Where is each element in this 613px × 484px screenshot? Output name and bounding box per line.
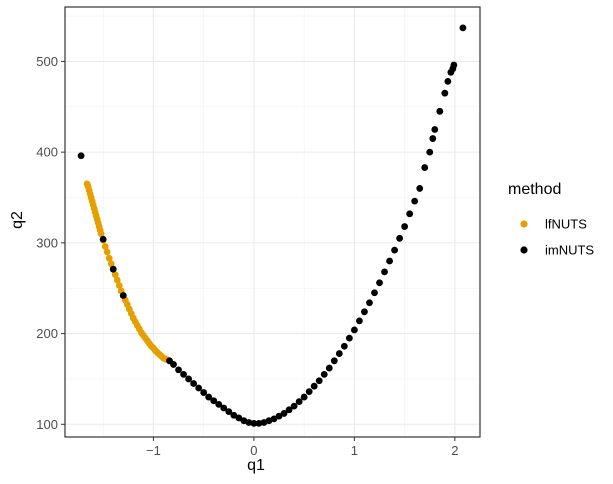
- point-imNUTS: [335, 350, 343, 357]
- axis-ticks: −1 0 1 2 100 200 300 400 500: [36, 54, 458, 458]
- point-imNUTS: [441, 89, 449, 97]
- point-imNUTS: [230, 411, 238, 419]
- point-imNUTS: [391, 246, 398, 254]
- point-imNUTS: [205, 393, 213, 401]
- point-imNUTS: [450, 61, 458, 69]
- point-imNUTS: [416, 185, 424, 192]
- point-imNUTS: [300, 393, 308, 401]
- x-tick-label: 2: [451, 443, 458, 458]
- point-lfNUTS: [111, 271, 119, 279]
- point-imNUTS: [361, 308, 368, 316]
- point-imNUTS: [381, 268, 388, 276]
- gridlines: [65, 7, 480, 437]
- point-imNUTS: [185, 375, 192, 383]
- point-imNUTS: [431, 126, 439, 133]
- point-imNUTS: [220, 404, 228, 412]
- point-imNUTS: [340, 342, 348, 350]
- point-imNUTS: [444, 77, 452, 85]
- plot-frame: [64, 6, 481, 438]
- x-tick-label: 1: [351, 443, 358, 458]
- point-imNUTS: [325, 364, 333, 372]
- point-imNUTS: [371, 289, 378, 297]
- y-tick-label: 100: [36, 417, 58, 432]
- y-tick-label: 300: [36, 235, 58, 250]
- point-lfNUTS: [107, 260, 115, 268]
- point-imNUTS: [77, 152, 85, 160]
- point-imNUTS: [315, 377, 323, 385]
- point-imNUTS: [195, 384, 203, 392]
- point-imNUTS: [305, 388, 313, 396]
- legend-key-imNUTS: [520, 246, 528, 254]
- point-imNUTS: [350, 326, 358, 334]
- series-imNUTS: [77, 24, 467, 427]
- y-tick-label: 500: [36, 54, 58, 69]
- point-imNUTS: [426, 148, 434, 156]
- plot-area: [65, 7, 480, 437]
- point-imNUTS: [109, 265, 117, 273]
- point-imNUTS: [99, 235, 107, 243]
- point-imNUTS: [119, 292, 127, 299]
- point-imNUTS: [250, 419, 258, 427]
- point-imNUTS: [200, 389, 208, 396]
- point-lfNUTS: [101, 243, 109, 250]
- point-imNUTS: [295, 398, 303, 406]
- point-imNUTS: [175, 366, 182, 374]
- point-imNUTS: [356, 317, 363, 325]
- point-imNUTS: [401, 223, 409, 230]
- legend: method lfNUTS imNUTS: [508, 181, 594, 258]
- point-imNUTS: [225, 408, 233, 415]
- point-imNUTS: [421, 164, 429, 171]
- point-imNUTS: [245, 419, 253, 426]
- legend-key-lfNUTS: [520, 220, 528, 228]
- point-imNUTS: [429, 135, 437, 142]
- point-lfNUTS: [105, 254, 113, 262]
- point-imNUTS: [345, 334, 353, 342]
- point-imNUTS: [411, 197, 419, 205]
- point-imNUTS: [459, 24, 467, 32]
- x-tick-label: 0: [250, 443, 257, 458]
- point-imNUTS: [376, 279, 383, 287]
- point-imNUTS: [180, 371, 187, 378]
- point-imNUTS: [310, 382, 318, 390]
- point-imNUTS: [215, 400, 223, 408]
- x-tick-label: −1: [146, 443, 161, 458]
- x-axis-title: q1: [247, 457, 265, 474]
- legend-label-lfNUTS: lfNUTS: [545, 217, 587, 232]
- point-lfNUTS: [97, 230, 105, 238]
- point-imNUTS: [366, 299, 373, 307]
- point-lfNUTS: [103, 248, 111, 256]
- point-imNUTS: [406, 210, 414, 218]
- point-imNUTS: [275, 412, 283, 420]
- legend-title: method: [508, 181, 561, 198]
- y-tick-label: 200: [36, 326, 58, 341]
- y-axis-title: q2: [9, 211, 26, 229]
- point-imNUTS: [190, 380, 198, 387]
- y-tick-label: 400: [36, 145, 58, 160]
- point-imNUTS: [290, 402, 298, 410]
- point-imNUTS: [320, 371, 328, 378]
- point-imNUTS: [285, 406, 293, 414]
- point-imNUTS: [280, 410, 288, 417]
- point-imNUTS: [396, 234, 404, 242]
- point-imNUTS: [270, 415, 278, 423]
- point-imNUTS: [235, 414, 243, 422]
- point-imNUTS: [210, 397, 218, 405]
- legend-label-imNUTS: imNUTS: [545, 243, 594, 258]
- point-imNUTS: [170, 361, 177, 368]
- point-imNUTS: [330, 357, 338, 365]
- plot-background: [65, 7, 480, 437]
- point-imNUTS: [386, 257, 393, 265]
- data-points: [77, 24, 467, 427]
- point-imNUTS: [436, 107, 444, 115]
- point-imNUTS: [255, 419, 263, 427]
- panel-border: [64, 6, 481, 438]
- point-lfNUTS: [113, 276, 121, 284]
- point-lfNUTS: [115, 282, 123, 289]
